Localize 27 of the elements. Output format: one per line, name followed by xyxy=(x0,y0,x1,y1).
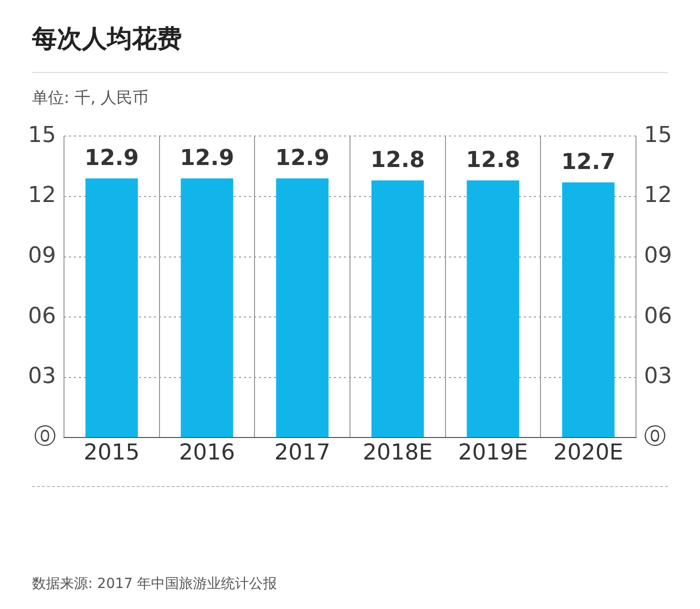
x-tick-label: 2020E xyxy=(553,440,624,466)
data-label: 12.9 xyxy=(180,146,234,172)
chart-title: 每次人均花费 xyxy=(32,23,182,55)
chart-subtitle: 单位: 千, 人民币 xyxy=(32,88,149,109)
y-tick-label: 03 xyxy=(28,364,56,390)
y2-tick-label: 06 xyxy=(644,304,672,329)
y2-tick-label: 15 xyxy=(644,122,672,148)
y2-tick-label: 12 xyxy=(644,183,672,208)
y-tick-label: 09 xyxy=(28,243,56,268)
y-tick-label: 06 xyxy=(28,304,56,329)
y2-tick-label: 09 xyxy=(644,243,672,268)
data-label: 12.8 xyxy=(466,148,520,174)
x-tick-label: 2018E xyxy=(362,440,433,466)
x-tick-label: 2016 xyxy=(178,440,235,466)
y2-tick-label: 03 xyxy=(644,364,672,390)
y-tick-label: ⓪ xyxy=(34,424,56,450)
y-tick-label: 12 xyxy=(28,183,56,208)
x-tick-label: 2017 xyxy=(274,440,330,466)
x-tick-label: 2015 xyxy=(84,440,140,466)
y-tick-label: 15 xyxy=(28,122,56,148)
source-note: 数据来源: 2017 年中国旅游业统计公报 xyxy=(32,575,278,593)
data-label: 12.9 xyxy=(84,146,139,172)
data-label: 12.7 xyxy=(561,150,616,176)
data-label: 12.8 xyxy=(370,148,425,174)
y2-tick-label: ⓪ xyxy=(644,424,666,450)
x-tick-label: 2019E xyxy=(458,440,528,466)
data-label: 12.9 xyxy=(275,146,330,172)
